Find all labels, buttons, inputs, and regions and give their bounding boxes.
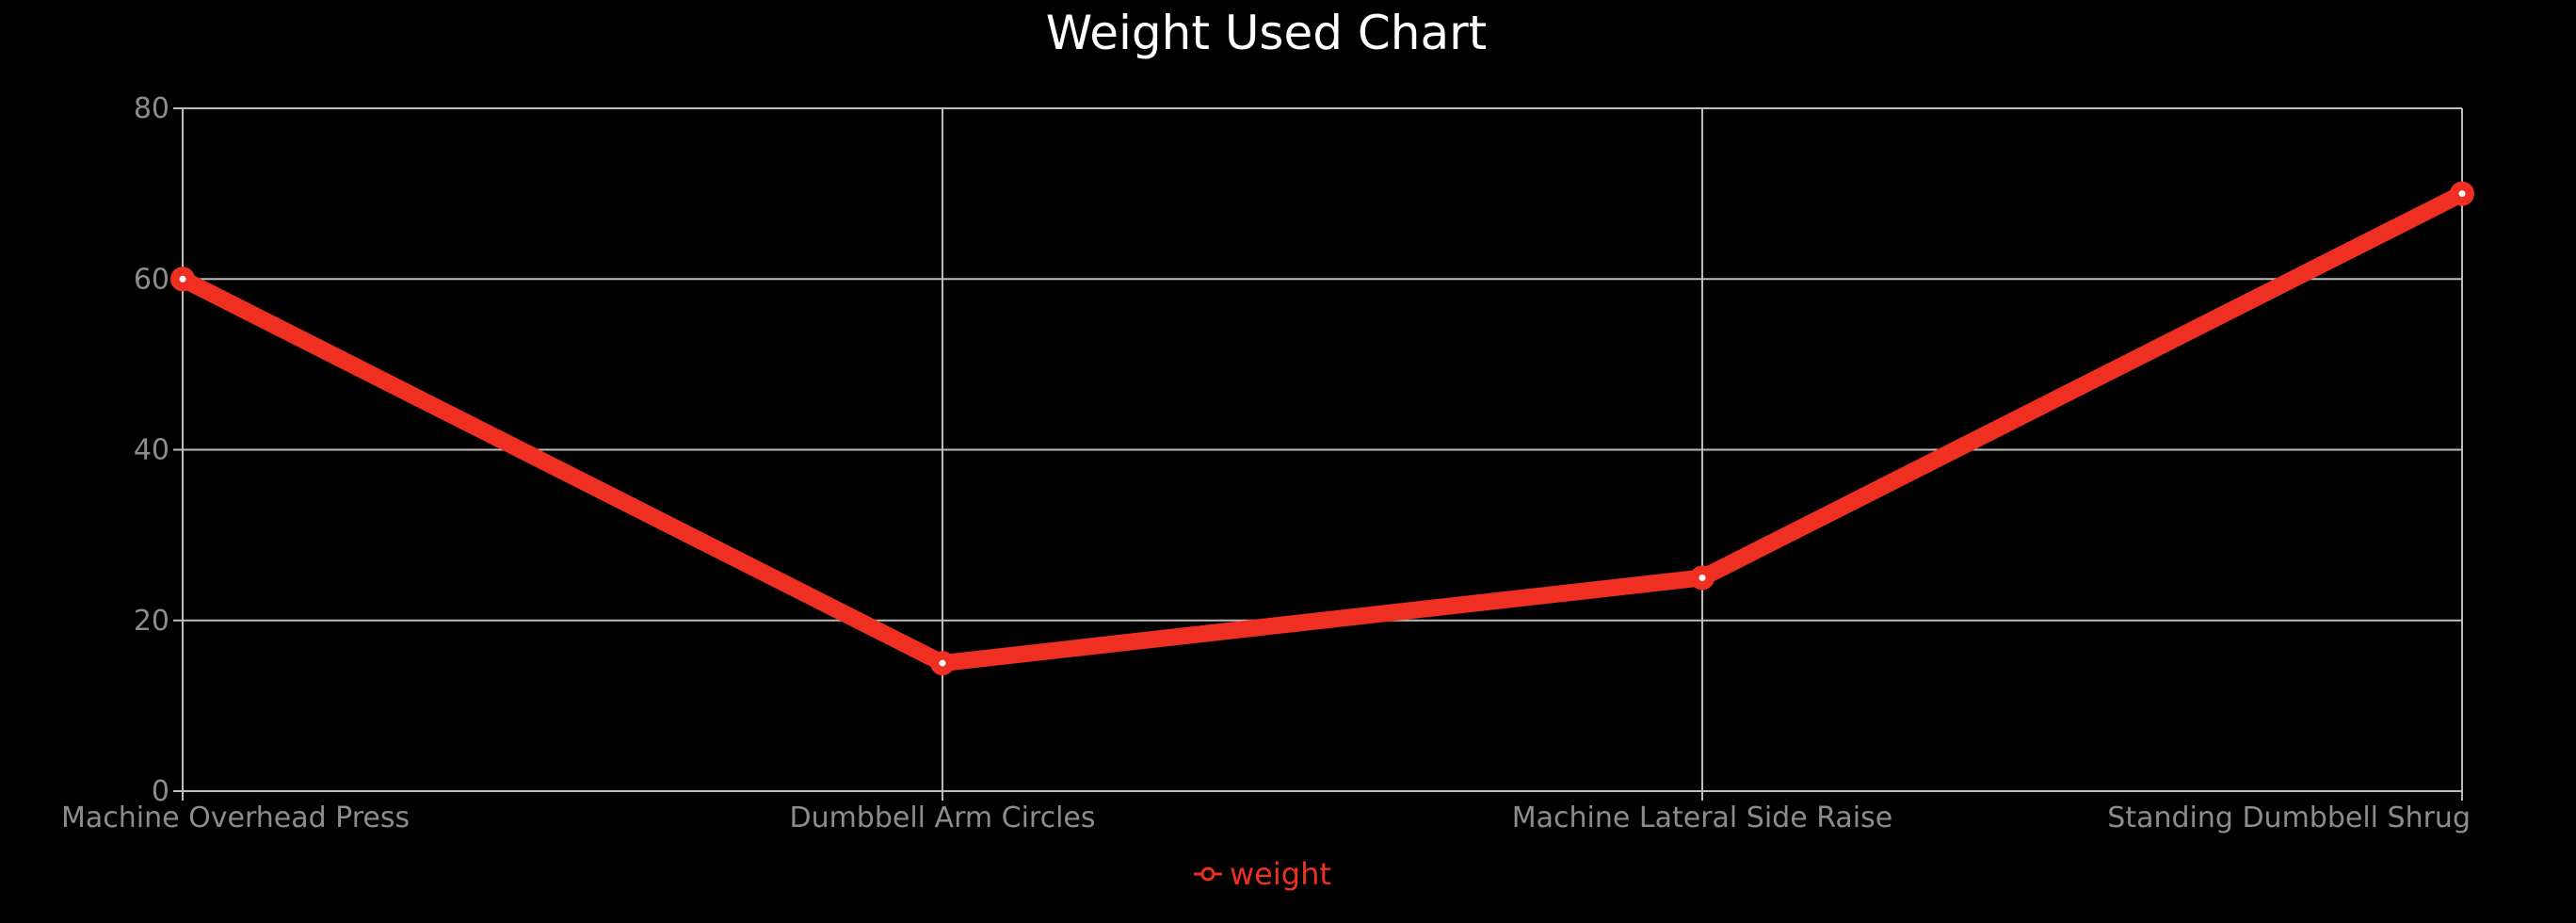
data-point-center: [1699, 575, 1706, 581]
y-tick-label: 20: [134, 605, 169, 638]
data-point-center: [180, 276, 186, 283]
x-tick-label: Machine Lateral Side Raise: [1512, 802, 1892, 834]
series-line-weight: [183, 194, 2462, 663]
y-tick-label: 60: [134, 263, 169, 296]
legend[interactable]: weight: [1194, 856, 1331, 892]
x-tick-label: Dumbbell Arm Circles: [789, 802, 1095, 834]
legend-point-marker: [1202, 868, 1214, 880]
data-point-center: [940, 660, 946, 667]
series-weight: [171, 183, 2473, 674]
x-tick-label: Machine Overhead Press: [61, 802, 410, 834]
legend-item-weight[interactable]: weight: [1230, 856, 1331, 892]
y-tick-label: 80: [134, 92, 169, 125]
chart-title: Weight Used Chart: [1046, 6, 1488, 60]
y-tick-label: 40: [134, 434, 169, 467]
x-tick-label: Standing Dumbbell Shrug: [2107, 802, 2471, 834]
data-point-center: [2459, 190, 2466, 197]
